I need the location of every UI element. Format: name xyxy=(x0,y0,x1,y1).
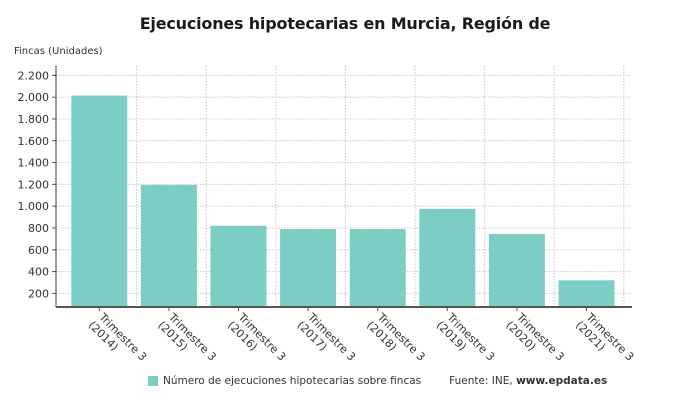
x-tick-label: Trimestre 3(2015) xyxy=(155,310,218,364)
x-tick-label: Trimestre 3(2020) xyxy=(503,310,566,364)
source-note: Fuente: INE, www.epdata.es xyxy=(449,375,607,387)
y-axis-title: Fincas (Unidades) xyxy=(14,46,103,57)
source-site: www.epdata.es xyxy=(516,375,608,387)
y-tick-label: 1.800 xyxy=(18,113,50,126)
bar xyxy=(71,95,128,307)
y-tick-label: 2.000 xyxy=(18,91,50,104)
legend: Número de ejecuciones hipotecarias sobre… xyxy=(148,375,607,387)
bar xyxy=(419,208,476,307)
y-tick-label: 400 xyxy=(28,266,49,279)
bar xyxy=(558,280,615,307)
x-tick-label: Trimestre 3(2016) xyxy=(225,310,288,364)
bar xyxy=(280,229,337,307)
bar-chart: 200 400 600 800 1.000 1.200 1.400 1.600 1.800 2.0… xyxy=(18,66,636,364)
x-tick-label: Trimestre 3(2018) xyxy=(364,310,427,364)
x-tick-label: Trimestre 3(2017) xyxy=(295,310,358,364)
chart-title: Ejecuciones hipotecarias en Murcia, Regi… xyxy=(139,14,551,33)
x-axis: Trimestre 3(2014) Trimestre 3(2015) Trimes… xyxy=(56,306,636,364)
bar xyxy=(210,225,267,307)
bar xyxy=(140,184,197,307)
y-tick-label: 1.000 xyxy=(18,200,50,213)
x-tick-label: Trimestre 3(2021) xyxy=(573,310,636,364)
y-tick-label: 1.600 xyxy=(18,135,50,148)
legend-swatch xyxy=(148,376,158,386)
y-tick-label: 600 xyxy=(28,244,49,257)
y-tick-label: 2.200 xyxy=(18,69,50,82)
source-prefix: Fuente: INE, xyxy=(449,375,517,387)
y-axis: 200 400 600 800 1.000 1.200 1.400 1.600 1.800 2.0… xyxy=(18,66,57,307)
y-tick-label: 200 xyxy=(28,287,49,300)
y-tick-label: 1.200 xyxy=(18,178,50,191)
bar xyxy=(349,229,406,307)
legend-series-label: Número de ejecuciones hipotecarias sobre… xyxy=(163,375,422,387)
y-tick-label: 800 xyxy=(28,222,49,235)
x-tick-label: Trimestre 3(2019) xyxy=(434,310,497,364)
x-tick-label: Trimestre 3(2014) xyxy=(86,310,149,364)
bars xyxy=(71,95,615,307)
bar xyxy=(488,233,545,307)
y-tick-label: 1.400 xyxy=(18,157,50,170)
